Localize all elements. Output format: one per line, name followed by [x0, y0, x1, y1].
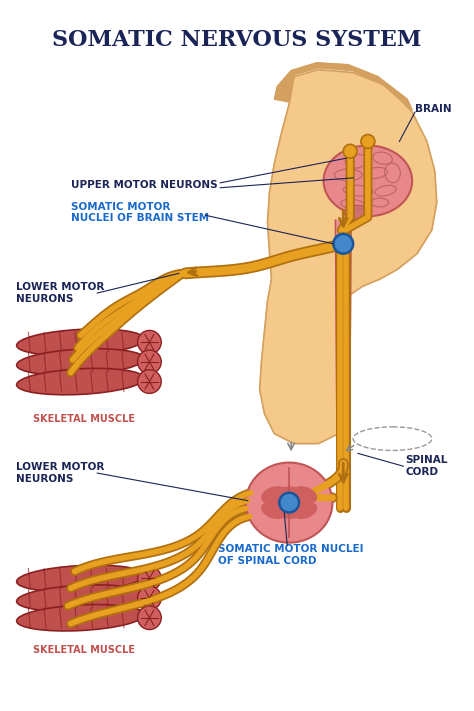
Ellipse shape — [137, 370, 161, 393]
Text: BRAIN: BRAIN — [415, 104, 452, 114]
Circle shape — [343, 144, 357, 159]
Ellipse shape — [261, 486, 286, 503]
Ellipse shape — [344, 205, 372, 219]
Ellipse shape — [267, 486, 311, 519]
Ellipse shape — [292, 486, 317, 503]
Ellipse shape — [137, 567, 161, 590]
Ellipse shape — [17, 585, 145, 611]
Polygon shape — [274, 63, 412, 110]
Ellipse shape — [261, 502, 286, 519]
Polygon shape — [336, 220, 351, 508]
Ellipse shape — [17, 368, 145, 395]
Text: LOWER MOTOR
NEURONS: LOWER MOTOR NEURONS — [16, 282, 104, 304]
Text: SOMATIC NERVOUS SYSTEM: SOMATIC NERVOUS SYSTEM — [52, 29, 422, 51]
Ellipse shape — [292, 502, 317, 519]
Text: SOMATIC MOTOR NUCLEI
OF SPINAL CORD: SOMATIC MOTOR NUCLEI OF SPINAL CORD — [219, 544, 364, 565]
Ellipse shape — [17, 329, 145, 356]
Text: LOWER MOTOR
NEURONS: LOWER MOTOR NEURONS — [16, 462, 104, 484]
Ellipse shape — [246, 463, 332, 542]
Text: UPPER MOTOR NEURONS: UPPER MOTOR NEURONS — [71, 180, 217, 190]
Ellipse shape — [17, 604, 145, 631]
Circle shape — [279, 493, 299, 513]
Ellipse shape — [137, 606, 161, 629]
Ellipse shape — [137, 587, 161, 610]
Ellipse shape — [17, 565, 145, 592]
Circle shape — [333, 234, 353, 254]
Polygon shape — [260, 70, 437, 444]
Ellipse shape — [324, 146, 412, 216]
Ellipse shape — [17, 348, 145, 375]
Circle shape — [361, 134, 375, 149]
Text: SKELETAL MUSCLE: SKELETAL MUSCLE — [33, 414, 135, 424]
Text: SPINAL
CORD: SPINAL CORD — [405, 456, 447, 477]
Text: SKELETAL MUSCLE: SKELETAL MUSCLE — [33, 645, 135, 656]
Ellipse shape — [137, 331, 161, 354]
Ellipse shape — [137, 350, 161, 374]
Text: SOMATIC MOTOR
NUCLEI OF BRAIN STEM: SOMATIC MOTOR NUCLEI OF BRAIN STEM — [71, 201, 209, 223]
